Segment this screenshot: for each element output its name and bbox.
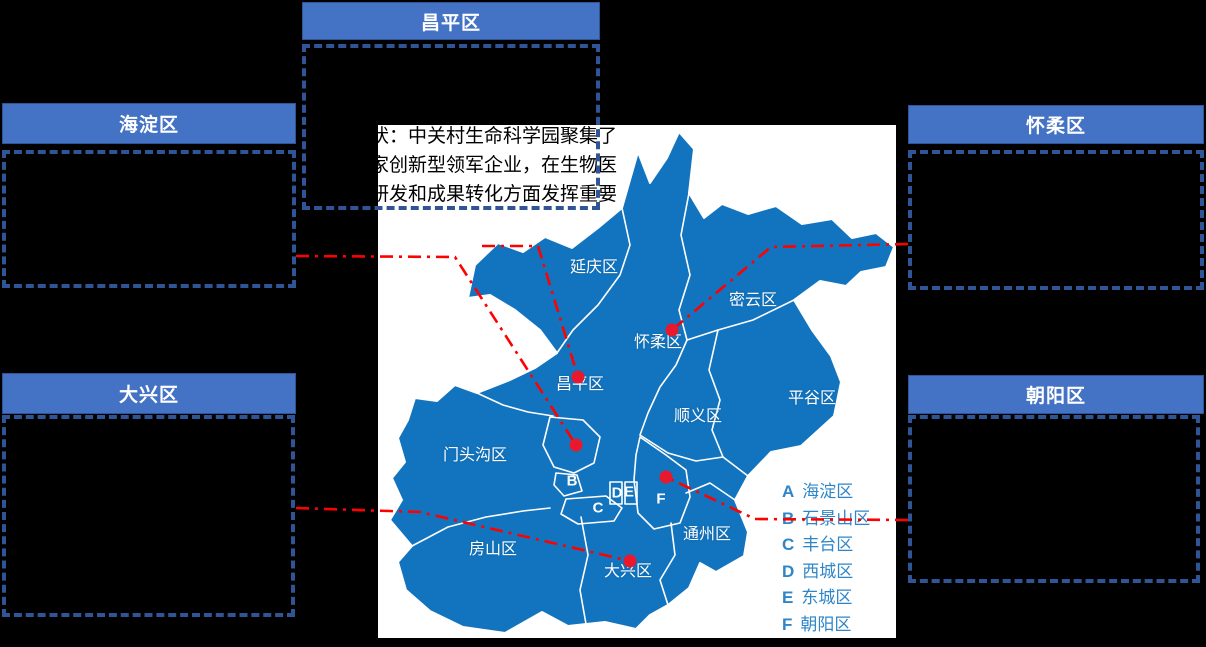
description-line: 研发和成果转化方面发挥重要: [378, 184, 618, 205]
legend-key: E: [782, 588, 794, 607]
callout-box-daxing: [2, 415, 295, 617]
legend-item-B: B 石景山区: [782, 504, 870, 529]
legend-name: 朝阳区: [800, 614, 852, 634]
callout-header-haidian: 海淀区: [2, 103, 296, 144]
map-district-label: 顺义区: [673, 408, 723, 425]
map-letter-label: F: [656, 490, 666, 508]
callout-box-haidian: [2, 150, 296, 288]
map-letter-label: D: [611, 484, 623, 502]
map-district-label: 昌平区: [555, 376, 605, 393]
legend-name: 东城区: [801, 588, 853, 607]
map-district-label: 大兴区: [603, 563, 653, 580]
legend-key: F: [782, 614, 793, 634]
legend-key: C: [782, 535, 795, 554]
description-line: 状：中关村生命科学园聚集了: [378, 126, 618, 147]
map-district-label: 平谷区: [787, 390, 837, 407]
legend-item-D: D 西城区: [782, 557, 853, 582]
map-district-label: 门头沟区: [442, 447, 508, 464]
legend-item-E: E 东城区: [782, 583, 852, 608]
legend-name: 丰台区: [802, 535, 854, 554]
legend-name: 海淀区: [802, 482, 854, 501]
legend-key: D: [782, 561, 795, 581]
description-text: 状：中关村生命科学园聚集了 家创新型领军企业，在生物医 研发和成果转化方面发挥重…: [378, 125, 617, 209]
callout-header-huairou: 怀柔区: [908, 105, 1204, 144]
legend-item-A: A 海淀区: [782, 477, 853, 502]
map-letter-label: C: [592, 499, 604, 517]
map-district-label: 延庆区: [569, 259, 619, 276]
map-district-label: 通州区: [682, 526, 732, 543]
legend-item-F: F 朝阳区: [782, 610, 851, 635]
callout-box-chaoyang: [908, 415, 1200, 583]
callout-box-huairou: [908, 150, 1204, 290]
map-district-label: 房山区: [468, 541, 518, 558]
map-district-label: 密云区: [728, 292, 778, 309]
legend-key: B: [782, 508, 795, 528]
legend-name: 石景山区: [802, 508, 871, 528]
description-line: 家创新型领军企业，在生物医: [378, 155, 618, 176]
map-letter-label: B: [566, 472, 578, 490]
callout-header-daxing: 大兴区: [2, 373, 296, 414]
legend-item-C: C 丰台区: [782, 530, 853, 555]
callout-header-chaoyang: 朝阳区: [908, 375, 1204, 414]
map-letter-label: E: [623, 483, 635, 501]
legend-key: A: [782, 482, 795, 501]
legend-name: 西城区: [802, 561, 854, 581]
callout-box-changping: [302, 44, 600, 210]
callout-header-changping: 昌平区: [302, 2, 600, 40]
map-district-label: 怀柔区: [633, 334, 683, 351]
